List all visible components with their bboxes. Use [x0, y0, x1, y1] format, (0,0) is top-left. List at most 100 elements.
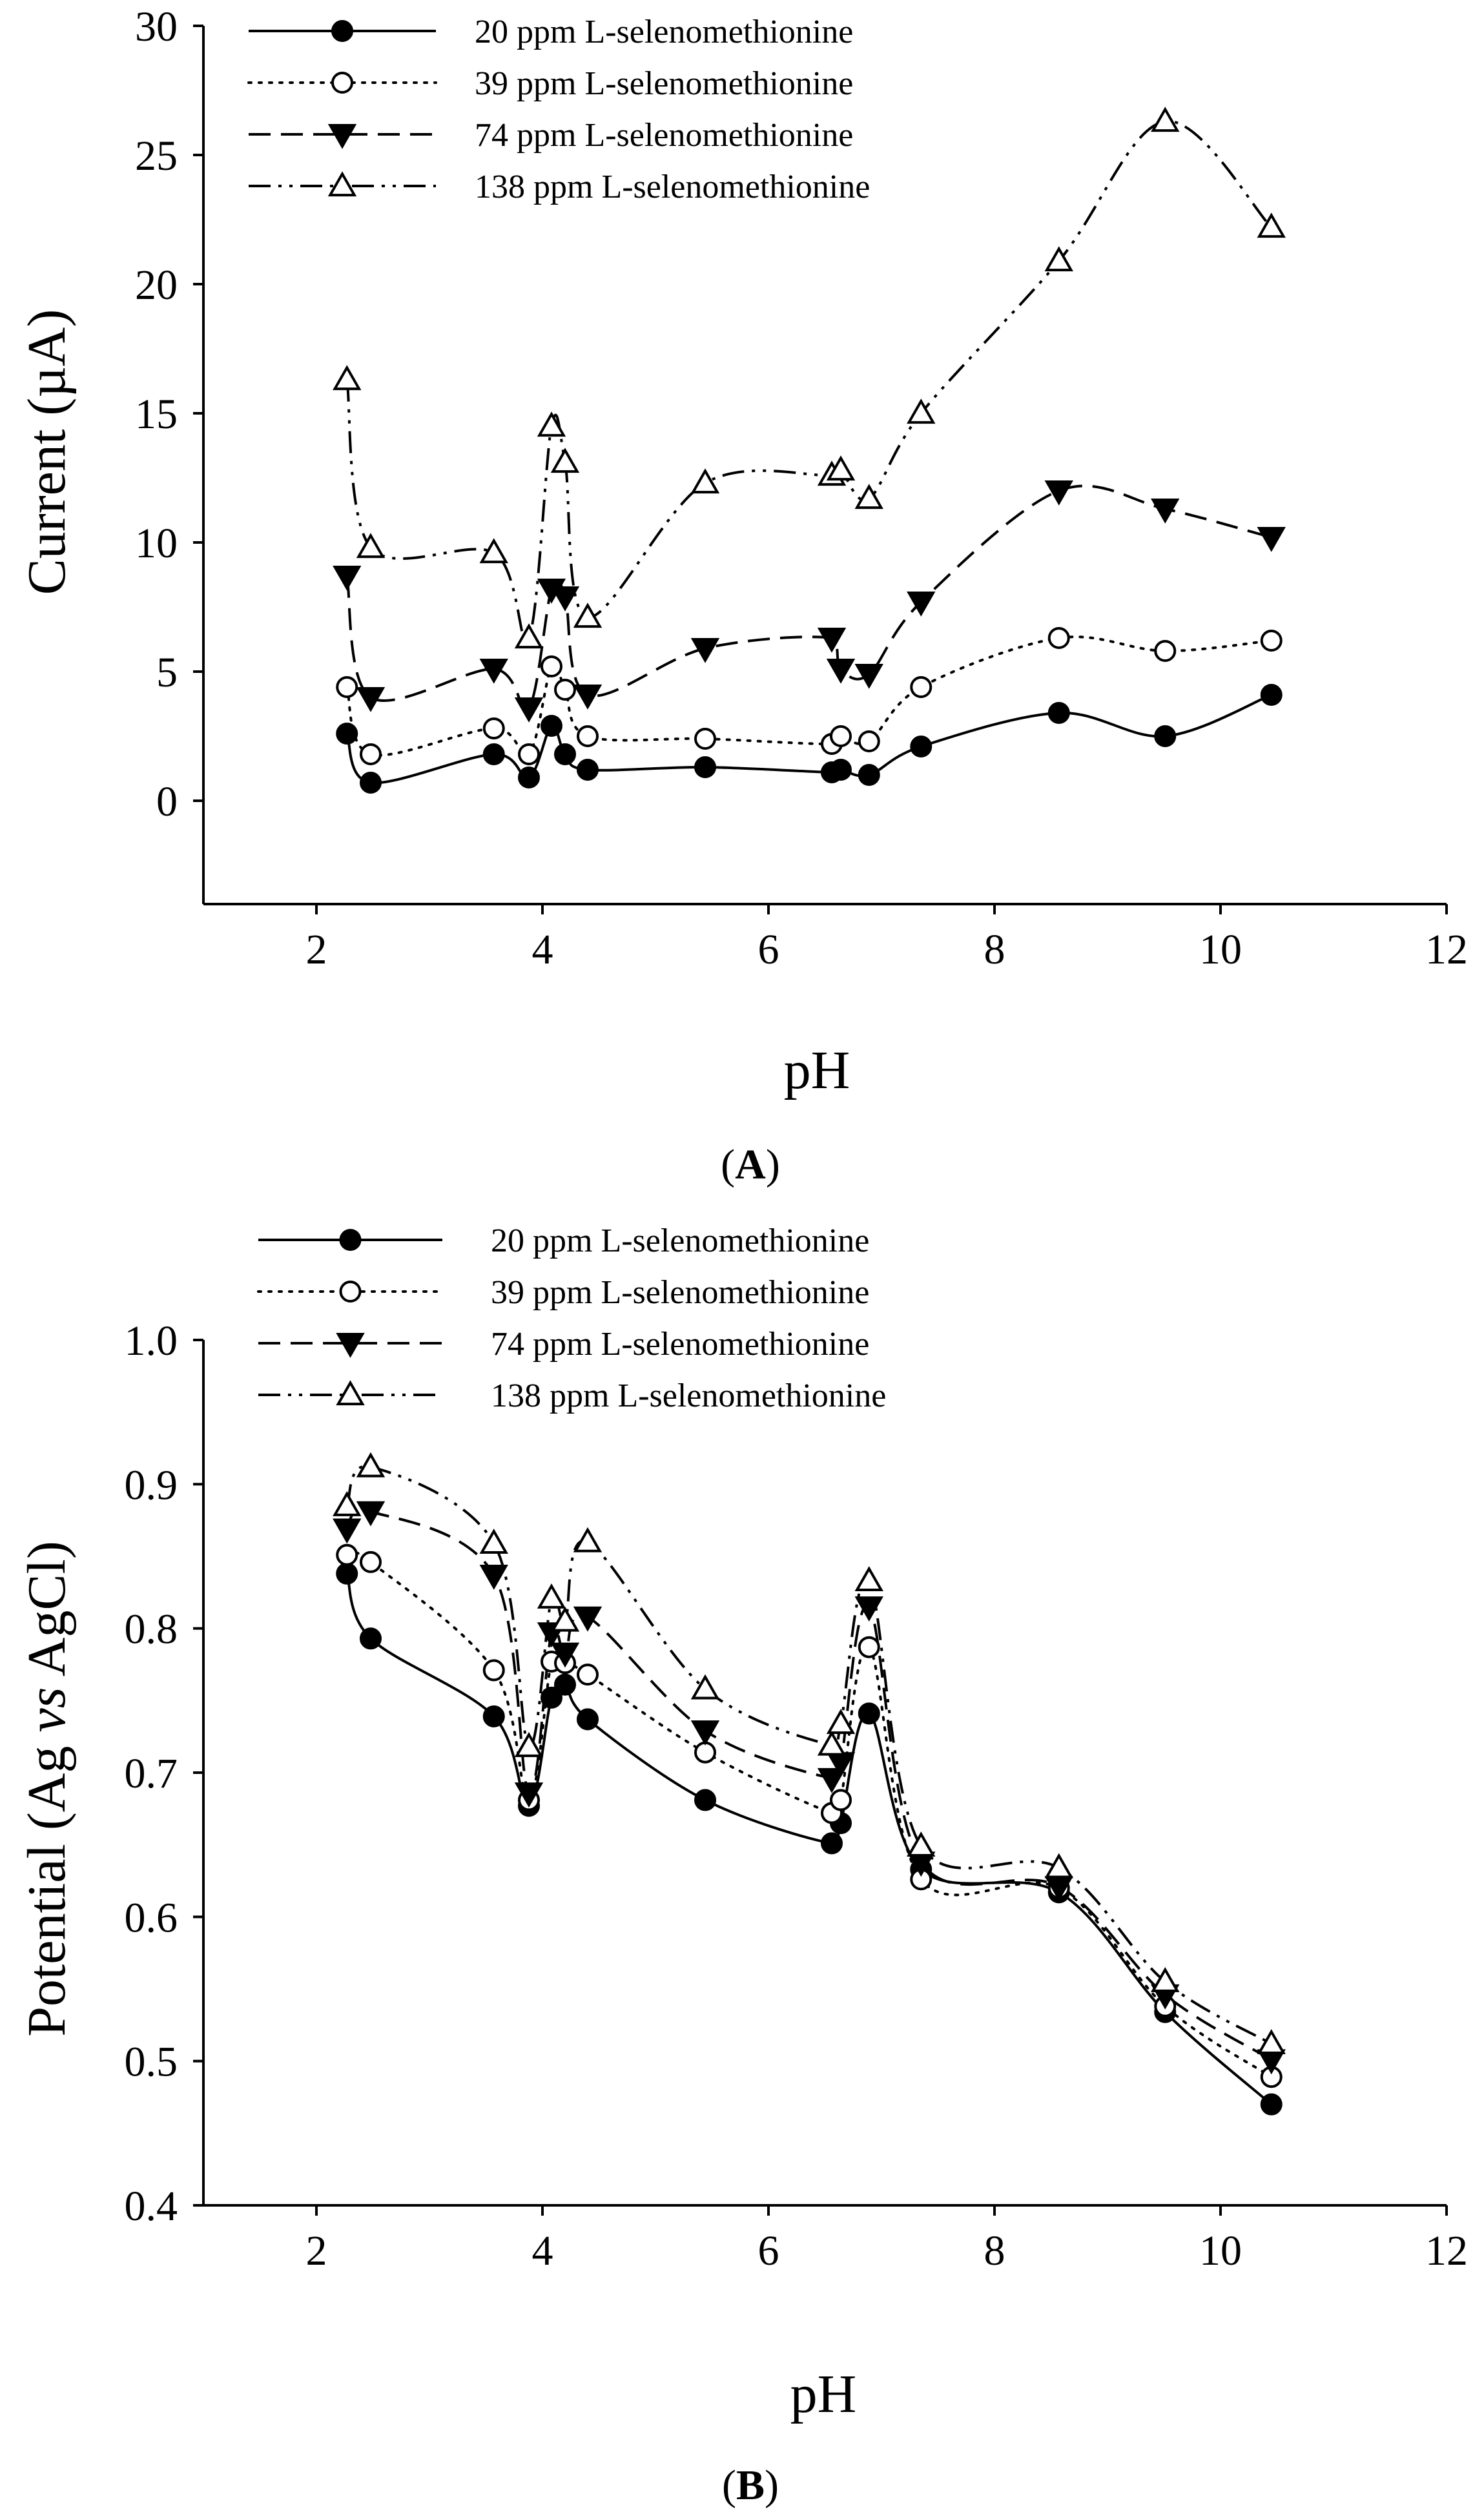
legend-marker-b-3	[336, 1332, 365, 1358]
data-point-a-3	[514, 697, 544, 723]
data-point-b-2	[482, 1659, 505, 1682]
y-axis-title-b-part2: AgCl)	[17, 1541, 77, 1687]
data-point-a-1	[858, 764, 880, 786]
data-point-b-4	[854, 1566, 883, 1592]
data-point-b-4	[479, 1529, 508, 1554]
data-point-b-3	[479, 1564, 508, 1590]
x-tick-label-b: 4	[532, 2227, 553, 2274]
legend-marker-a-4	[327, 171, 357, 197]
data-point-a-1	[518, 767, 540, 788]
x-tick-label-b: 8	[984, 2227, 1005, 2274]
x-tick-label-a: 10	[1199, 926, 1242, 973]
data-point-b-1	[554, 1673, 576, 1696]
x-tick-label-a: 2	[306, 926, 327, 973]
data-point-a-2	[1260, 630, 1283, 652]
data-point-b-1	[1260, 2093, 1283, 2116]
legend-label-a-3: 74 ppm L-selenomethionine	[475, 117, 853, 154]
data-point-a-3	[907, 591, 936, 617]
data-point-b-4	[690, 1674, 720, 1700]
legend-b: 20 ppm L-selenomethionine 39 ppm L-seleno…	[257, 1222, 886, 1414]
y-tick-label-b: 0.9	[125, 1461, 178, 1509]
data-point-a-3	[854, 663, 883, 689]
data-point-a-1	[577, 759, 599, 781]
data-point-a-1	[694, 756, 716, 778]
data-point-b-3	[356, 1501, 386, 1527]
legend-marker-a-1	[331, 20, 353, 42]
data-point-b-3	[573, 1606, 603, 1632]
data-point-b-1	[360, 1627, 382, 1650]
y-tick-label-b: 0.8	[125, 1606, 178, 1653]
data-point-a-3	[690, 637, 720, 663]
data-point-a-2	[858, 730, 880, 752]
data-point-a-2	[1047, 627, 1070, 649]
data-point-b-2	[360, 1551, 382, 1573]
data-point-a-4	[826, 455, 856, 481]
data-point-b-2	[694, 1741, 716, 1764]
y-tick-label-a: 15	[135, 391, 178, 438]
y-tick-label-b: 0.7	[125, 1750, 178, 1797]
data-point-b-2	[830, 1789, 852, 1811]
data-point-a-1	[1047, 702, 1070, 724]
data-point-a-1	[1260, 684, 1283, 706]
x-tick-label-b: 2	[306, 2227, 327, 2274]
data-point-a-2	[336, 676, 358, 698]
x-tick-label-b: 12	[1425, 2227, 1468, 2274]
legend-marker-b-4	[336, 1380, 365, 1406]
chart-panel-a: 2 4 6 8 10 12 0 5 10 15 20 25 30 Current (µA) pH (A)…	[17, 3, 1468, 1188]
x-tick-label-a: 12	[1425, 926, 1468, 973]
data-point-a-1	[1154, 725, 1177, 747]
legend-a: 20 ppm L-selenomethionine 39 ppm L-seleno…	[247, 14, 870, 205]
y-tick-label-a: 5	[156, 649, 178, 696]
y-axis-title-a: Current (µA)	[17, 309, 77, 595]
chart-panel-b: 2 4 6 8 10 12 0.4 0.5 0.6 0.7 0.8 0.9 1.0 Potential …	[17, 1222, 1468, 2509]
data-point-a-1	[482, 743, 505, 765]
data-point-b-4	[333, 1491, 362, 1516]
data-point-a-3	[356, 686, 386, 712]
data-point-a-2	[830, 725, 852, 747]
data-point-b-3	[514, 1782, 544, 1808]
data-point-a-1	[554, 743, 576, 765]
data-point-b-4	[550, 1606, 580, 1632]
data-point-a-4	[356, 533, 386, 559]
legend-marker-b-1	[339, 1229, 362, 1251]
data-point-a-3	[1151, 498, 1180, 524]
data-point-a-2	[694, 728, 716, 750]
data-point-a-2	[554, 679, 576, 701]
data-point-b-3	[550, 1642, 580, 1668]
panel-label-b: (B)	[722, 2462, 779, 2509]
legend-marker-a-3	[327, 123, 357, 149]
x-tick-label-b: 6	[758, 2227, 779, 2274]
x-tick-label-a: 8	[984, 926, 1005, 973]
data-point-a-3	[1044, 480, 1073, 506]
series-line-b-3	[345, 1509, 1272, 2061]
data-point-b-1	[821, 1832, 843, 1855]
legend-label-a-4: 138 ppm L-selenomethionine	[475, 169, 870, 205]
data-point-b-3	[333, 1518, 362, 1544]
series-line-a-3	[345, 484, 1272, 712]
data-point-a-4	[907, 398, 936, 424]
data-point-a-4	[1044, 246, 1073, 272]
data-point-b-3	[854, 1596, 883, 1622]
data-point-a-3	[817, 627, 847, 653]
data-point-a-3	[826, 658, 856, 684]
data-point-a-2	[910, 676, 933, 698]
data-point-b-3	[690, 1720, 720, 1746]
y-axis-title-b-vs: vs	[17, 1687, 77, 1733]
data-point-a-4	[690, 468, 720, 494]
data-point-b-2	[858, 1636, 880, 1658]
data-point-a-2	[577, 725, 599, 747]
y-tick-label-b: 0.4	[125, 2183, 178, 2230]
x-axis-title-b: pH	[790, 2364, 857, 2424]
data-point-b-4	[514, 1732, 544, 1757]
legend-label-b-1: 20 ppm L-selenomethionine	[491, 1222, 869, 1259]
x-tick-label-a: 4	[532, 926, 553, 973]
y-tick-label-a: 30	[135, 3, 178, 50]
data-point-b-1	[482, 1705, 505, 1727]
data-point-b-2	[336, 1543, 358, 1566]
y-tick-label-a: 20	[135, 262, 178, 309]
data-point-b-4	[826, 1709, 856, 1735]
x-axis-title-a: pH	[784, 1040, 850, 1100]
data-point-a-1	[360, 772, 382, 794]
data-point-b-4	[1151, 1967, 1180, 1992]
